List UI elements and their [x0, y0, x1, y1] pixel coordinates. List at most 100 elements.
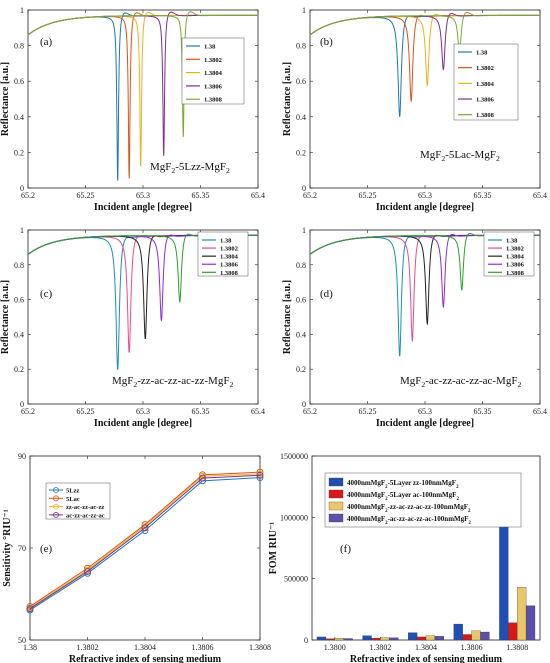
- structure-annotation: MgF2-5Lzz-MgF2: [150, 161, 230, 175]
- structure-annotation-part: 2: [421, 380, 425, 389]
- legend-entry: 1.3804: [506, 254, 525, 261]
- structure-annotation-part: 2: [171, 166, 175, 175]
- legend-entry-part: 4000nmMgF: [347, 503, 385, 511]
- structure-annotation-part: 2: [517, 380, 521, 389]
- bar: [371, 638, 381, 641]
- legend-entry: zz-ac-zz-ac-zz: [66, 504, 104, 511]
- x-axis-label: Incident angle [degree]: [94, 418, 192, 429]
- y-tick-label: 0.4: [296, 330, 306, 339]
- bar: [425, 635, 436, 641]
- y-tick-label: 1: [20, 226, 24, 235]
- y-tick-label: 0.4: [14, 113, 24, 122]
- y-tick-label: 0.6: [14, 77, 24, 86]
- x-tick-label: 1.3804: [134, 643, 156, 652]
- structure-annotation-part: 2: [441, 154, 445, 163]
- y-tick-label: 0.2: [296, 365, 306, 374]
- panel-c: 65.2 65.25 65.3 65.35 65.4 0 0.2 0.4 0.6 0.8 1 Inci…: [0, 226, 265, 429]
- x-tick-label: 1.3802: [369, 643, 391, 652]
- legend-entry: 1.3808: [204, 97, 223, 104]
- legend-entry-part: 2: [456, 497, 459, 502]
- legend-box: [483, 231, 535, 277]
- x-tick-label: 65.35: [192, 407, 210, 416]
- legend-entry-part: 4000nmMgF: [347, 515, 385, 523]
- panel-label: (f): [340, 543, 351, 555]
- y-tick-label: 0.6: [296, 77, 306, 86]
- legend-entry-part: 2: [385, 521, 388, 526]
- legend-entry-part: 2: [468, 521, 471, 526]
- legend-entry: 4000nmMgF2-5Layer ac-100nmMgF2: [347, 491, 459, 502]
- bar: [389, 637, 399, 641]
- x-tick-label: 65.4: [251, 191, 265, 200]
- legend-entry-part: 2: [456, 485, 459, 490]
- series-line-zz-ac-zz-ac-zz: [29, 473, 261, 609]
- structure-annotation-part: -ac-zz-ac-zz-ac-MgF: [425, 375, 517, 387]
- y-axis-label: Reflectance [a.u.]: [282, 280, 293, 354]
- y-axis-label: Reflectance [a.u.]: [282, 62, 293, 136]
- structure-annotation-part: 2: [133, 380, 137, 389]
- x-axis-label: Incident angle [degree]: [376, 418, 474, 429]
- legend-box: [197, 231, 249, 277]
- panel-label: (c): [40, 288, 53, 300]
- y-tick-label: 0.4: [296, 113, 306, 122]
- bar: [408, 632, 418, 641]
- y-tick-label: 0.6: [14, 296, 24, 305]
- x-tick-label: 65.4: [533, 191, 547, 200]
- panel-label: (b): [320, 36, 333, 48]
- x-tick-label: 65.25: [359, 407, 377, 416]
- legend-entry: 1.3802: [220, 246, 238, 253]
- legend-entry-part: 2: [468, 509, 471, 514]
- data-point-zz-ac-zz-ac-zz: [141, 522, 149, 530]
- x-tick-label: 65.3: [136, 407, 150, 416]
- y-tick-label: 0.8: [296, 42, 306, 51]
- legend-entry-part: 4000nmMgF: [347, 479, 385, 487]
- y-tick-label: 0.2: [296, 148, 306, 157]
- bar: [462, 634, 472, 641]
- x-tick-label: 65.3: [418, 191, 432, 200]
- structure-annotation-part: -5Lac-MgF: [445, 149, 496, 161]
- y-tick-label: 0: [302, 400, 306, 409]
- structure-annotation: MgF2-5Lac-MgF2: [420, 149, 500, 163]
- y-axis-label: Reflectance [a.u.]: [0, 62, 11, 136]
- structure-annotation-part: -5Lzz-MgF: [175, 161, 226, 173]
- legend-entry: ac-zz-ac-zz-ac: [66, 512, 105, 519]
- legend-entry: 1.38: [506, 238, 518, 245]
- legend-entry: 5Lzz: [66, 488, 79, 495]
- x-axis-label: Refractive index of sensing medium: [350, 654, 503, 663]
- x-tick-label: 65.3: [418, 407, 432, 416]
- x-tick-label: 65.35: [474, 191, 492, 200]
- panel-d: 65.2 65.25 65.3 65.35 65.4 0 0.2 0.4 0.6 0.8 1 Inci…: [282, 226, 547, 429]
- panel-b: 65.2 65.25 65.3 65.35 65.4 0 0.2 0.4 0.6 0.8 1 Inci…: [282, 6, 547, 213]
- data-point-5Lac: [256, 468, 264, 476]
- x-tick-label: 1.3806: [461, 643, 483, 652]
- legend-entry-part: -ac-zz-ac-zz-ac-100nmMgF: [388, 515, 469, 523]
- legend-entry: 1.3806: [204, 83, 223, 90]
- legend-entry-part: -5Layer zz-100nmMgF: [388, 479, 457, 487]
- y-tick-label: 500000: [284, 575, 308, 584]
- x-tick-label: 65.2: [21, 191, 35, 200]
- structure-annotation-part: MgF: [420, 149, 441, 161]
- x-tick-label: 65.2: [21, 407, 35, 416]
- y-tick-label: 1: [20, 6, 24, 15]
- x-tick-label: 65.35: [192, 191, 210, 200]
- series-line-ac-zz-ac-zz-ac: [29, 474, 261, 610]
- y-tick-label: 50: [18, 636, 26, 645]
- y-tick-label: 1500000: [280, 452, 308, 461]
- legend-entry: 4000nmMgF2-ac-zz-ac-zz-ac-100nmMgF2: [347, 515, 471, 526]
- legend-entry: 1.3808: [476, 112, 495, 119]
- bar: [525, 605, 536, 641]
- legend-swatch: [328, 501, 344, 511]
- bar: [434, 636, 444, 641]
- bar: [343, 638, 353, 641]
- x-tick-label: 65.2: [303, 407, 317, 416]
- y-tick-label: 1: [302, 6, 306, 15]
- bar: [508, 622, 518, 641]
- legend-entry: 1.3806: [220, 262, 239, 269]
- y-tick-label: 0: [302, 184, 306, 193]
- x-tick-label: 1.3804: [415, 643, 437, 652]
- bar: [416, 636, 427, 641]
- legend-box: [181, 37, 245, 105]
- bar: [325, 638, 335, 641]
- x-tick-label: 1.38: [23, 643, 37, 652]
- series-line-1.3808: [309, 11, 540, 54]
- series-line-1.3808: [27, 11, 258, 137]
